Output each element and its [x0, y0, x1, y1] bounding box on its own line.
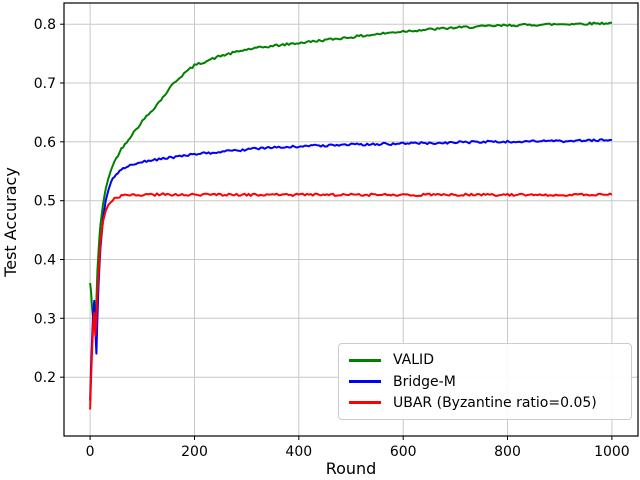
y-tick-label: 0.6 [34, 135, 56, 151]
legend-label: VALID [393, 352, 434, 369]
legend-line-swatch [349, 401, 381, 405]
series-layer [89, 21, 613, 410]
legend-line-swatch [349, 380, 381, 383]
y-tick-label: 0.5 [34, 194, 56, 210]
series-line-valid [89, 21, 613, 326]
legend-entry: VALID [349, 352, 621, 368]
x-tick-label: 1000 [594, 444, 630, 460]
legend-entry: UBAR (Byzantine ratio=0.05) [349, 395, 621, 411]
legend-label: UBAR (Byzantine ratio=0.05) [393, 394, 597, 411]
series-line-bridge-m [89, 138, 612, 401]
y-tick-label: 0.3 [34, 311, 56, 327]
x-tick-label: 200 [181, 444, 208, 460]
legend-entry: Bridge-M [349, 374, 621, 390]
y-tick-label: 0.4 [34, 253, 56, 269]
x-tick-label: 600 [390, 444, 417, 460]
series-line-ubar-byzantine-ratio-0-05 [89, 192, 613, 410]
legend: VALID Bridge-M UBAR (Byzantine ratio=0.05) [338, 343, 632, 420]
x-tick-label: 0 [86, 444, 95, 460]
legend-label: Bridge-M [393, 373, 456, 390]
y-tick-label: 0.7 [34, 76, 56, 92]
x-tick-label: 800 [494, 444, 521, 460]
tick-layer: 0 200 400 600 800 1000 0.2 0.3 0.4 0.5 0.6 0.7 0.8 [34, 17, 630, 460]
y-tick-label: 0.8 [34, 17, 56, 33]
x-axis-label: Round [326, 459, 377, 478]
plot-border [63, 2, 639, 437]
y-axis-label: Test Accuracy [1, 167, 20, 278]
y-tick-label: 0.2 [34, 370, 56, 386]
x-tick-label: 400 [285, 444, 312, 460]
legend-line-swatch [349, 358, 381, 362]
